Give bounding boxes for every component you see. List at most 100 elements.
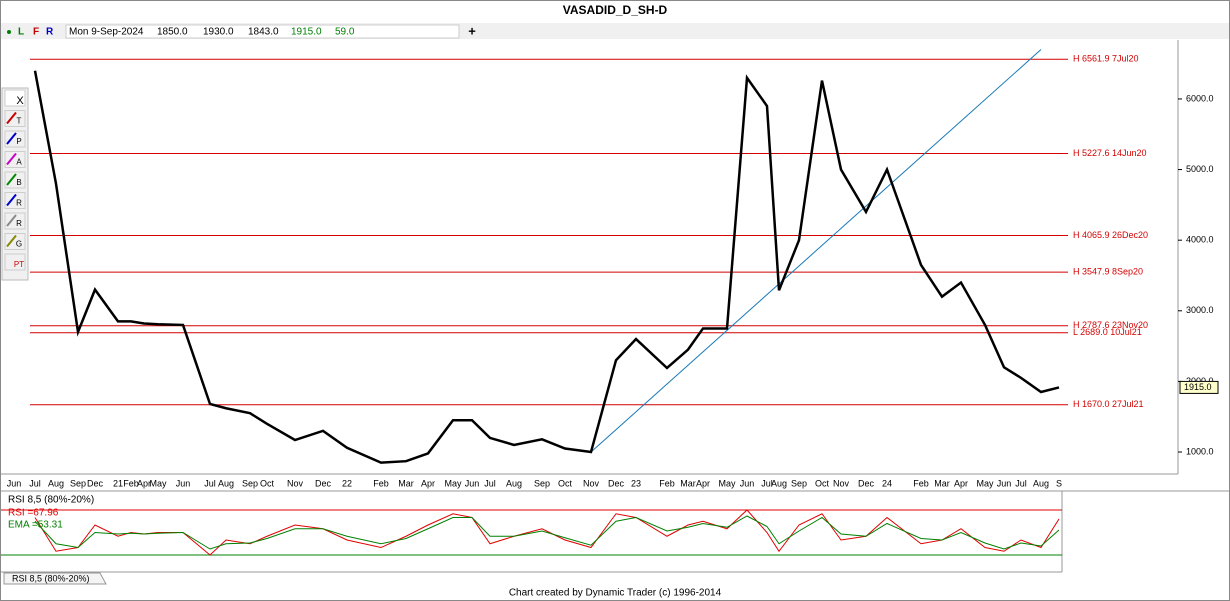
x-tick-label: May xyxy=(718,478,736,488)
mode-r[interactable]: R xyxy=(46,27,54,38)
last-price-label: 1915.0 xyxy=(1184,382,1212,392)
chart-title: VASADID_D_SH-D xyxy=(563,3,668,17)
x-tick-label: Feb xyxy=(123,478,139,488)
tool-icon xyxy=(6,132,17,145)
x-tick-label: Feb xyxy=(913,478,929,488)
x-tick-label: Oct xyxy=(815,478,830,488)
indicator-tab-label[interactable]: RSI 8,5 (80%-20%) xyxy=(12,573,90,583)
x-tick-label: May xyxy=(149,478,167,488)
x-tick-label: Jun xyxy=(997,478,1012,488)
x-tick-label: Aug xyxy=(1033,478,1049,488)
x-tick-label: Dec xyxy=(87,478,104,488)
x-tick-label: Dec xyxy=(315,478,332,488)
footer: Chart created by Dynamic Trader (c) 1996… xyxy=(509,588,722,599)
tool-icon xyxy=(6,152,17,166)
tool-icon xyxy=(6,111,17,125)
tool-button[interactable] xyxy=(4,192,26,209)
level-label: H 5227.6 14Jun20 xyxy=(1073,148,1147,158)
info-open: 1850.0 xyxy=(157,27,188,38)
tool-label[interactable]: A xyxy=(16,158,22,167)
tool-button[interactable] xyxy=(4,253,26,271)
x-tick-label: Sep xyxy=(242,478,258,488)
tool-button[interactable] xyxy=(4,130,26,148)
tool-label[interactable]: R xyxy=(16,199,22,208)
last-price-box xyxy=(1179,380,1219,394)
level-label: H 4065.9 26Dec20 xyxy=(1073,230,1148,240)
tool-button[interactable] xyxy=(4,110,26,127)
x-tick-label: May xyxy=(444,478,462,488)
x-tick-label: Jul xyxy=(484,478,496,488)
series-line xyxy=(33,70,1060,464)
mode-f[interactable]: F xyxy=(33,27,39,38)
x-tick-label: 23 xyxy=(631,478,641,488)
x-tick-label: Sep xyxy=(70,478,86,488)
y-tick-label: 2000.0 xyxy=(1186,376,1214,386)
x-tick-label: Apr xyxy=(696,478,710,488)
tool-label[interactable]: G xyxy=(16,240,22,249)
tool-button[interactable] xyxy=(4,151,26,168)
x-tick-label: Oct xyxy=(260,478,275,488)
x-tick-label: Nov xyxy=(583,478,600,488)
x-tick-label: Mar xyxy=(398,478,414,488)
tool-label[interactable]: P xyxy=(16,137,21,146)
tool-icon xyxy=(6,214,17,227)
y-tick-label: 5000.0 xyxy=(1186,164,1214,174)
tool-button[interactable] xyxy=(4,171,26,189)
level-label: L 2689.0 10Jul21 xyxy=(1073,327,1142,337)
x-tick-label: Jun xyxy=(176,478,191,488)
tool-label[interactable]: B xyxy=(16,178,21,187)
tool-label[interactable]: PT xyxy=(14,260,24,269)
x-tick-label: May xyxy=(976,478,994,488)
x-tick-label: Dec xyxy=(858,478,875,488)
x-tick-label: Sep xyxy=(534,478,550,488)
x-tick-label: Aug xyxy=(48,478,64,488)
level-label: H 1670.0 27Jul21 xyxy=(1073,399,1144,409)
tool-label[interactable]: T xyxy=(17,117,22,126)
x-tick-label: Jun xyxy=(740,478,755,488)
tool-label[interactable]: X xyxy=(16,95,24,107)
info-box xyxy=(65,24,460,39)
y-tick-label: 4000.0 xyxy=(1186,235,1214,245)
info-low: 1843.0 xyxy=(248,27,279,38)
x-tick-label: Nov xyxy=(833,478,850,488)
legend-entry: RSI =67.96 xyxy=(8,508,59,519)
x-tick-label: Aug xyxy=(218,478,234,488)
x-tick-label: Oct xyxy=(558,478,573,488)
mode-l[interactable]: L xyxy=(18,27,24,38)
x-tick-label: Feb xyxy=(659,478,675,488)
add-button[interactable]: + xyxy=(468,23,476,38)
x-tick-label: Jul xyxy=(761,478,773,488)
x-tick-label: 24 xyxy=(882,478,892,488)
y-tick-label: 1000.0 xyxy=(1186,446,1214,456)
x-tick-label: Jul xyxy=(204,478,216,488)
trendline xyxy=(590,49,1042,453)
info-date: Mon 9-Sep-2024 xyxy=(69,27,144,38)
level-label: H 6561.9 7Jul20 xyxy=(1073,54,1139,64)
y-tick-label: 3000.0 xyxy=(1186,305,1214,315)
tool-button[interactable] xyxy=(4,212,26,230)
x-tick-label: Nov xyxy=(287,478,304,488)
tool-label[interactable]: R xyxy=(16,219,22,228)
x-tick-label: Jul xyxy=(29,478,41,488)
tool-button[interactable] xyxy=(4,233,26,250)
tool-icon xyxy=(6,173,17,186)
level-label: H 2787.6 23Nov20 xyxy=(1073,320,1148,330)
status-dot xyxy=(7,30,11,34)
x-tick-label: Jun xyxy=(465,478,480,488)
x-tick-label: Mar xyxy=(934,478,950,488)
tool-icon xyxy=(6,234,17,248)
x-tick-label: Feb xyxy=(373,478,389,488)
y-tick-label: 6000.0 xyxy=(1186,93,1214,103)
level-label: H 3547.9 8Sep20 xyxy=(1073,266,1143,276)
x-tick-label: Aug xyxy=(506,478,522,488)
x-tick-label: Sep xyxy=(791,478,807,488)
rsi-title: RSI 8,5 (80%-20%) xyxy=(8,495,94,506)
x-tick-label: Apr xyxy=(954,478,968,488)
x-tick-label: S xyxy=(1056,478,1062,488)
tool-button[interactable] xyxy=(4,89,26,107)
indicator-tab[interactable] xyxy=(3,572,107,585)
info-close: 1915.0 xyxy=(291,27,322,38)
x-tick-label: Apr xyxy=(421,478,435,488)
